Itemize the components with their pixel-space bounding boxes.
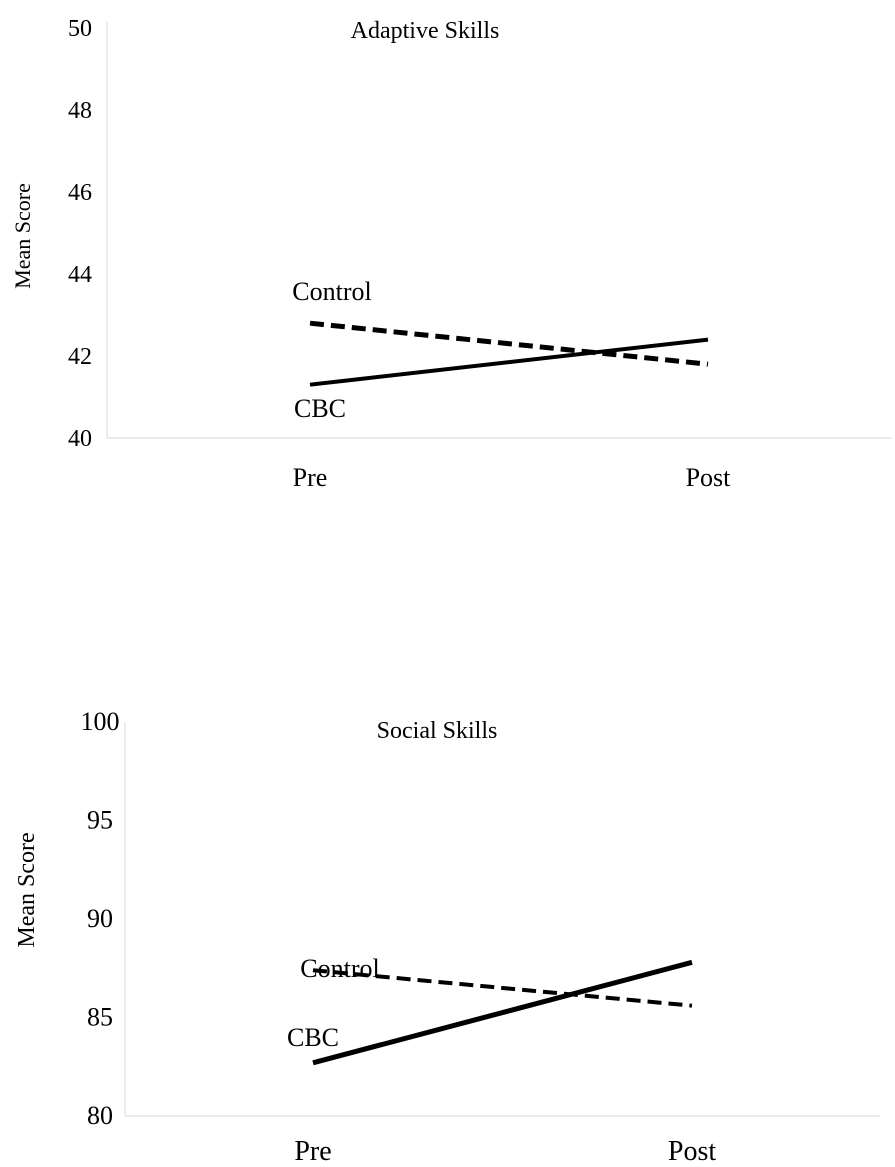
y-tick-label: 44 (68, 262, 92, 288)
x-tick-label: Post (686, 463, 732, 492)
series-line-control (309, 320, 709, 367)
y-tick-label: 50 (68, 16, 92, 42)
chart-title: Social Skills (377, 718, 498, 744)
series-label-cbc: CBC (294, 394, 346, 423)
y-tick-label: 100 (81, 707, 120, 736)
social-skills-chart: Social Skills Mean Score 80 85 90 95 100 Pre… (14, 707, 880, 1167)
y-tick-label: 42 (68, 344, 92, 370)
x-tick-labels: Pre Post (294, 1136, 716, 1167)
series-lines (312, 959, 693, 1066)
adaptive-skills-chart: Adaptive Skills Mean Score 404244464850 … (10, 16, 892, 492)
y-tick-label: 90 (87, 904, 113, 933)
series-line-cbc (309, 337, 709, 387)
y-tick-label: 48 (68, 98, 92, 124)
x-tick-labels: Pre Post (293, 463, 732, 492)
y-tick-label: 40 (68, 426, 92, 452)
x-tick-label: Pre (294, 1136, 331, 1167)
y-axis-label: Mean Score (10, 183, 35, 289)
y-tick-label: 46 (68, 180, 92, 206)
y-tick-labels: 80 85 90 95 100 (81, 707, 120, 1130)
series-label-control: Control (292, 277, 371, 306)
x-tick-label: Pre (293, 463, 328, 492)
y-tick-label: 80 (87, 1101, 113, 1130)
y-tick-labels: 40 42 44 46 48 50 (68, 16, 92, 452)
series-line-control (312, 968, 693, 1008)
y-tick-label: 85 (87, 1003, 113, 1032)
x-tick-label: Post (668, 1136, 716, 1167)
chart-title: Adaptive Skills (351, 18, 500, 44)
y-axis-label: Mean Score (14, 832, 40, 947)
series-lines (309, 320, 709, 387)
series-label-cbc: CBC (287, 1023, 339, 1052)
series-label-control: Control (300, 954, 379, 983)
series-line-cbc (312, 959, 693, 1066)
y-tick-label: 95 (87, 806, 113, 835)
